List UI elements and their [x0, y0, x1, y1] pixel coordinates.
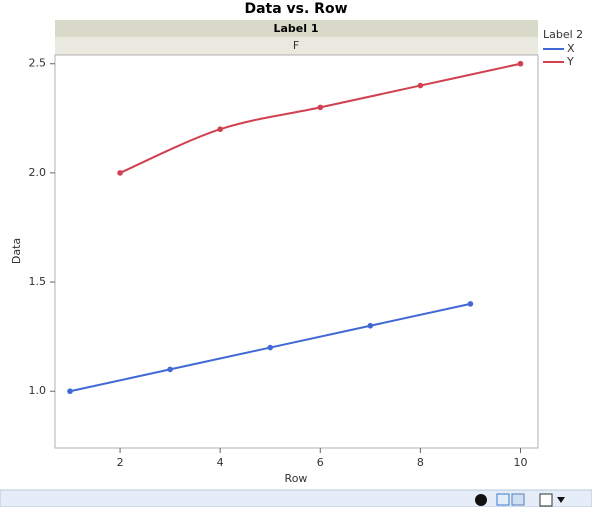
group-title: Label 1: [273, 22, 318, 35]
checkbox[interactable]: [539, 493, 553, 507]
data-point: [167, 366, 173, 373]
dropdown-arrow[interactable]: [557, 497, 565, 503]
y-tick-label: 1.0: [29, 384, 47, 397]
status-bar: [0, 489, 592, 507]
y-tick-label: 1.5: [29, 275, 47, 288]
data-point: [467, 301, 474, 307]
data-point: [517, 60, 524, 67]
data-point: [267, 344, 274, 351]
data-point: [367, 322, 374, 329]
info-icon[interactable]: [475, 494, 487, 506]
legend-title: Label 2: [543, 28, 583, 41]
legend-label: X: [567, 42, 575, 55]
data-point: [117, 170, 123, 176]
data-point: [217, 126, 223, 133]
y-axis-label: Data: [10, 238, 23, 264]
x-tick-label: 4: [217, 456, 224, 469]
group-header: [55, 20, 538, 37]
x-tick-label: 10: [513, 456, 527, 469]
x-axis-label: Row: [285, 472, 308, 485]
legend-label: Y: [566, 55, 574, 68]
y-tick-label: 2.0: [29, 166, 47, 179]
chart-title: Data vs. Row: [244, 1, 347, 17]
home-icon[interactable]: [496, 493, 510, 506]
data-point: [317, 104, 324, 111]
data-point: [67, 388, 73, 395]
x-tick-label: 2: [117, 456, 124, 469]
x-tick-label: 8: [417, 456, 424, 469]
data-point: [417, 82, 424, 89]
y-tick-label: 2.5: [29, 57, 47, 70]
plot-frame: [54, 54, 539, 449]
group-value: F: [293, 39, 299, 52]
grid-icon[interactable]: [511, 493, 525, 506]
x-tick-label: 6: [317, 456, 324, 469]
group-value-band: [55, 37, 538, 55]
